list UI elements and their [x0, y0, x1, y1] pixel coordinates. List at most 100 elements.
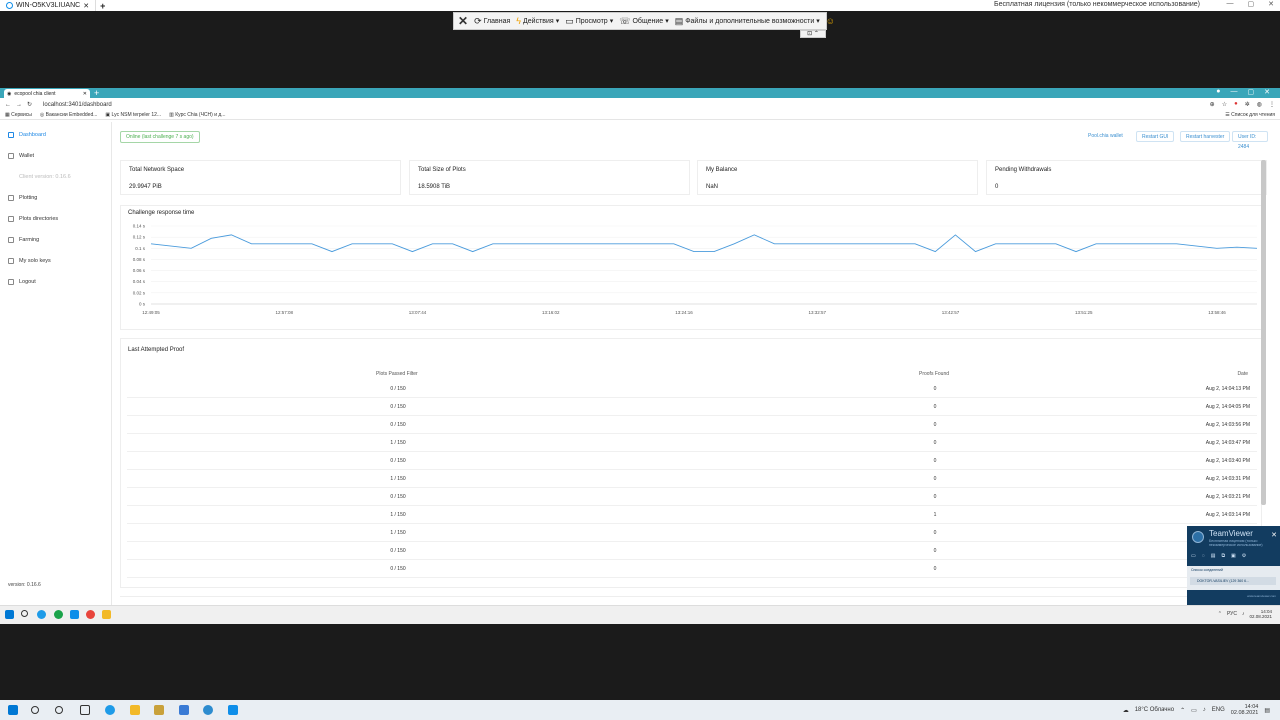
chat-icon[interactable]: ◌ [1201, 553, 1205, 559]
back-icon[interactable]: ← [5, 101, 11, 108]
cell-proofs-found: 0 [933, 440, 937, 446]
close-icon[interactable]: ✕ [82, 90, 87, 97]
close-session-button[interactable]: ✕ [458, 14, 469, 28]
browser-tab[interactable]: ◉ ecopool chia client ✕ [4, 89, 90, 98]
app-icon[interactable] [154, 705, 164, 715]
weather-icon[interactable]: ☁ [1122, 707, 1129, 714]
start-icon[interactable] [5, 610, 14, 619]
sidebar-item-plotting[interactable]: Plotting [8, 195, 37, 201]
sidebar-item-dashboard[interactable]: Dashboard [8, 132, 46, 138]
star-icon[interactable]: ☆ [1221, 102, 1228, 108]
new-tab-button[interactable]: + [94, 88, 100, 98]
sidebar-item-farming[interactable]: Farming [8, 237, 39, 243]
pool-wallet-link[interactable]: Pool.chia wallet [1088, 133, 1123, 139]
files-icon[interactable]: ▤ [1210, 553, 1216, 559]
task-view-icon[interactable] [80, 705, 90, 715]
sidebar-item-logout[interactable]: Logout [8, 279, 36, 285]
volume-icon[interactable]: ♪ [1241, 611, 1245, 617]
edge-icon[interactable] [37, 610, 46, 619]
chia-client-app: Dashboard Wallet Client version: 0.16.6 … [0, 122, 1280, 605]
search-icon[interactable] [21, 610, 28, 617]
teamviewer-logo-icon [1192, 531, 1204, 543]
bookmark-vacancies[interactable]: ◎ Вакансии Embedded... [39, 112, 98, 118]
app-icon[interactable] [179, 705, 189, 715]
smiley-icon[interactable]: ☺ [825, 15, 835, 26]
toolbar-communicate[interactable]: ☏ Общение ▾ [619, 15, 669, 26]
bookmark-lyc[interactable]: ▣ Lyc NSM terpeler 12... [105, 112, 162, 118]
weather-text[interactable]: 18°C Облачно [1134, 707, 1175, 713]
chevron-up-icon[interactable]: ⌃ [1180, 707, 1186, 714]
chevron-up-icon[interactable]: ⌃ [1217, 611, 1222, 617]
sidebar-item-plots-directories[interactable]: Plots directories [8, 216, 58, 222]
chrome-icon[interactable] [86, 610, 95, 619]
screen-icon[interactable]: ▣ [1231, 553, 1236, 559]
account-icon[interactable]: ● [1216, 88, 1221, 95]
teamviewer-icon[interactable] [228, 705, 238, 715]
folder-icon[interactable] [102, 610, 111, 619]
teamviewer-icon[interactable] [70, 610, 79, 619]
bookmark-chia-course[interactable]: ▥ Курс Chia (ЧСН) и д... [169, 112, 226, 118]
cell-date: Aug 2, 14:04:05 PM [1205, 404, 1250, 410]
chart-title: Challenge response time [128, 210, 195, 216]
forward-icon[interactable]: → [16, 101, 22, 108]
url-input[interactable]: localhost:3401/dashboard [43, 101, 112, 108]
extension-icon[interactable]: ● [1234, 101, 1238, 107]
restart-gui-button[interactable]: Restart GUI [1136, 131, 1175, 142]
sidebar-item-solo-keys[interactable]: My solo keys [8, 258, 51, 264]
remote-clock[interactable]: 14:04 02.08.2021 [1249, 609, 1272, 619]
telegram-icon[interactable] [203, 705, 213, 715]
restart-harvester-button[interactable]: Restart harvester [1180, 131, 1231, 142]
y-tick-label: 0.02 s [133, 290, 146, 295]
farming-icon [8, 237, 14, 243]
app-icon[interactable] [54, 610, 63, 619]
search-icon[interactable] [31, 706, 39, 714]
scrollbar[interactable] [1261, 160, 1266, 505]
zoom-icon[interactable]: ⊕ [1209, 102, 1215, 108]
cell-plots-passed: 0 / 150 [390, 458, 406, 464]
cell-date: Aug 2, 14:03:47 PM [1205, 440, 1250, 446]
extensions-icon[interactable]: ✲ [1244, 102, 1250, 108]
maximize-icon[interactable]: ▢ [1247, 89, 1255, 96]
volume-icon[interactable]: ♪ [1202, 707, 1206, 713]
menu-icon[interactable]: ⋮ [1269, 102, 1275, 108]
toolbar-files[interactable]: ▤ Файлы и дополнительные возможности ▾ [674, 15, 820, 26]
close-icon[interactable]: ✕ [1264, 89, 1270, 96]
y-tick-label: 0.04 s [133, 279, 146, 284]
teamviewer-session-tab[interactable]: WIN-O5KV3LIUANC ✕ [0, 0, 97, 11]
connection-item[interactable]: DOKTOR-VASILIEV (129 360 6... [1190, 577, 1276, 585]
start-icon[interactable] [8, 705, 18, 715]
minimize-icon[interactable]: — [1230, 88, 1238, 95]
host-clock[interactable]: 14:04 02.08.2021 [1230, 704, 1259, 716]
toolbar-view[interactable]: ▭ Просмотр ▾ [565, 15, 614, 26]
x-tick-label: 13:16:02 [542, 310, 560, 315]
copy-icon[interactable]: ⧉ [1221, 553, 1226, 559]
close-icon[interactable]: ✕ [83, 2, 90, 10]
sidebar-item-wallet[interactable]: Wallet [8, 153, 34, 159]
close-icon[interactable]: ✕ [1271, 532, 1277, 539]
reading-list[interactable]: ☰ Список для чтения [1225, 112, 1275, 118]
bookmark-apps[interactable]: ▦ Сервисы [5, 112, 32, 118]
explorer-icon[interactable] [130, 705, 140, 715]
video-icon[interactable]: ▭ [1191, 553, 1196, 559]
minimize-icon[interactable]: — [1226, 0, 1234, 7]
edge-icon[interactable] [105, 705, 115, 715]
maximize-icon[interactable]: ▢ [1247, 1, 1255, 8]
reload-icon[interactable]: ↻ [27, 102, 33, 108]
connection-list-header: Список соединений [1191, 568, 1223, 572]
close-icon[interactable]: ✕ [1268, 1, 1274, 8]
new-tab-button[interactable]: + [100, 0, 106, 11]
toolbar-home[interactable]: ⟳ Главная [474, 15, 511, 26]
toolbar-actions[interactable]: ϟ Действия ▾ [516, 15, 560, 26]
settings-icon[interactable]: ⚙ [1241, 553, 1247, 559]
profile-icon[interactable]: ◍ [1256, 102, 1262, 108]
cortana-icon[interactable] [55, 706, 63, 714]
notifications-icon[interactable]: ▤ [1264, 707, 1270, 714]
lang-indicator[interactable]: РУС [1226, 611, 1237, 617]
proof-card: Last Attempted Proof Plots Passed Filter… [120, 338, 1262, 588]
dashboard-main: Online (last challenge 7 s ago) Pool.chi… [118, 122, 1268, 605]
wallet-icon [8, 153, 14, 159]
network-icon[interactable]: ▭ [1191, 707, 1197, 714]
toolbar-collapse-controls[interactable]: ⊡ ⌃ [800, 30, 826, 38]
lang-indicator[interactable]: ENG [1211, 707, 1225, 713]
user-id-button[interactable]: User ID: 2484 [1232, 131, 1268, 150]
